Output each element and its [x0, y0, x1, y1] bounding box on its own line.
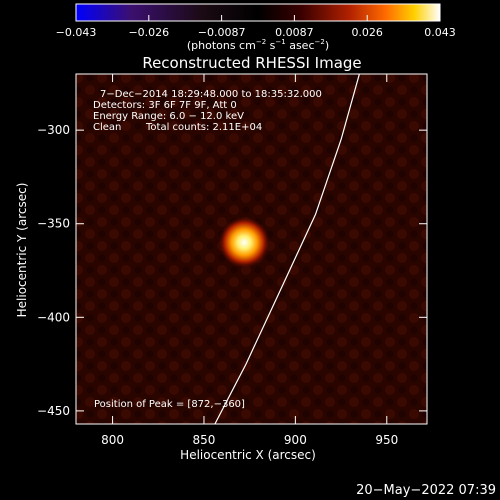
colorbar-tick-label: 0.0087: [275, 26, 314, 39]
annotation-time: 7−Dec−2014 18:29:48.000 to 18:35:32.000: [100, 89, 322, 100]
footer-timestamp: 20−May−2022 07:39: [356, 483, 496, 498]
y-axis-ticks: −300 −350 −400 −450: [37, 123, 427, 418]
x-tick-label: 800: [101, 433, 124, 447]
colorbar-tick-label: −0.043: [56, 26, 97, 39]
colorbar-units: (photons cm−2 s−1 asec−2): [187, 38, 329, 52]
colorbar-tick-label: −0.0087: [198, 26, 246, 39]
x-tick-label: 850: [193, 433, 216, 447]
y-axis-label: Heliocentric Y (arcsec): [15, 183, 29, 318]
annotation-method: Clean: [93, 122, 121, 133]
heatmap-image: [76, 74, 427, 424]
solar-limb-line: [214, 74, 360, 424]
x-axis-ticks: 800 850 900 950: [101, 74, 398, 447]
annotation-energy: Energy Range: 6.0 − 12.0 keV: [93, 111, 244, 122]
x-tick-label: 950: [375, 433, 398, 447]
y-tick-label: −450: [37, 404, 70, 418]
x-axis-label: Heliocentric X (arcsec): [180, 448, 316, 462]
plot-frame: [75, 73, 428, 425]
annotation-counts: Total counts: 2.11E+04: [145, 122, 262, 133]
flare-source: [218, 216, 271, 269]
colorbar: [75, 3, 441, 22]
colorbar-ticks: −0.043 −0.026 −0.0087 0.0087 0.026 0.043: [56, 15, 456, 39]
x-tick-label: 900: [284, 433, 307, 447]
colorbar-tick-label: 0.026: [351, 26, 383, 39]
y-tick-label: −300: [37, 123, 70, 137]
annotation-detectors: Detectors: 3F 6F 7F 9F, Att 0: [93, 100, 237, 111]
colorbar-tick-label: −0.026: [128, 26, 169, 39]
annotation-peak-position: Position of Peak = [872,−360]: [94, 399, 245, 410]
chart-title: Reconstructed RHESSI Image: [142, 54, 361, 72]
y-tick-label: −350: [37, 217, 70, 231]
colorbar-tick-label: 0.043: [424, 26, 456, 39]
y-tick-label: −400: [37, 310, 70, 324]
